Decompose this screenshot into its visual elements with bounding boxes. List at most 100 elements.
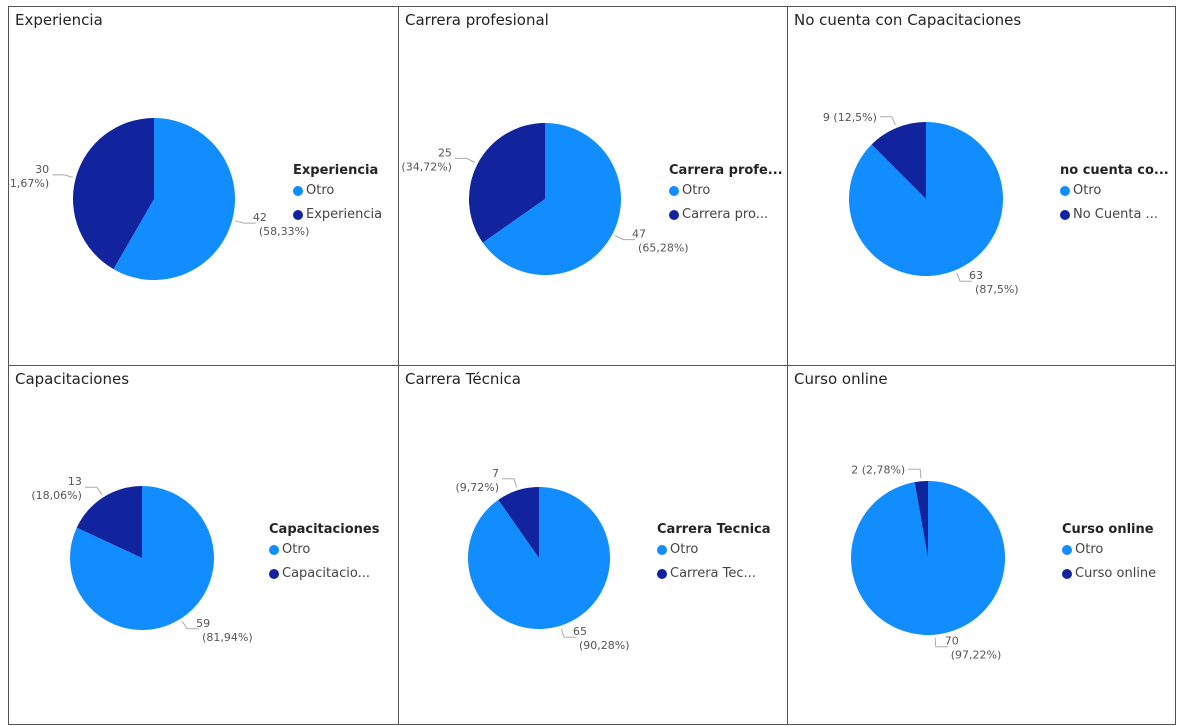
pie-slice bbox=[848, 122, 1003, 276]
legend: Carrera profe... Otro Carrera pro... bbox=[669, 163, 783, 231]
pie-chart-capacitaciones: 59(81,94%) 13(18,06%) bbox=[31, 475, 253, 644]
dashboard-grid: Experiencia 42(58,33%) 30(41,67%) Experie… bbox=[8, 6, 1176, 725]
legend-label: Experiencia bbox=[306, 207, 383, 222]
data-label-percent: (34,72%) bbox=[401, 160, 452, 173]
legend-dot bbox=[269, 544, 279, 555]
legend-item-otro[interactable]: Otro bbox=[1062, 542, 1156, 557]
legend-label: Otro bbox=[306, 183, 335, 198]
legend-dot bbox=[269, 568, 279, 579]
panel-experiencia[interactable]: Experiencia 42(58,33%) 30(41,67%) Experie… bbox=[8, 6, 399, 366]
data-label-count: 25 bbox=[438, 146, 452, 159]
pie-slice bbox=[482, 123, 621, 275]
legend-item-otro[interactable]: Otro bbox=[657, 542, 771, 557]
legend-title: Carrera Tecnica bbox=[657, 522, 771, 537]
legend-dot bbox=[1060, 185, 1070, 196]
panel-carrera-tecnica[interactable]: Carrera Técnica 65 (90,28%) 7 (9,72%) Carre… bbox=[398, 365, 788, 725]
data-label-percent: (18,06%) bbox=[31, 489, 82, 502]
pie-slice bbox=[72, 117, 154, 270]
legend-item-capacitaciones[interactable]: Capacitacio... bbox=[269, 566, 379, 581]
leader-line bbox=[879, 116, 896, 126]
data-label-count: 65 bbox=[573, 625, 587, 638]
legend-item-curso-online[interactable]: Curso online bbox=[1062, 566, 1156, 581]
legend-label: Otro bbox=[1075, 542, 1104, 557]
data-label: 9 (12,5%) bbox=[823, 111, 877, 124]
legend-dot bbox=[293, 209, 303, 220]
pie-slice bbox=[113, 118, 235, 280]
data-label-percent: (9,72%) bbox=[456, 481, 500, 494]
data-label-count: 7 bbox=[492, 467, 499, 480]
leader-line bbox=[908, 468, 922, 479]
legend-label: Capacitacio... bbox=[282, 566, 370, 581]
data-label-percent: (87,5%) bbox=[975, 283, 1019, 296]
legend-item-otro[interactable]: Otro bbox=[1060, 183, 1169, 198]
leader-line bbox=[502, 478, 518, 488]
legend-dot bbox=[669, 185, 679, 196]
data-label-count: 70 bbox=[945, 635, 959, 648]
leader-line bbox=[614, 235, 636, 241]
pie-chart-experiencia: 42(58,33%) 30(41,67%) bbox=[9, 117, 310, 280]
data-label-percent: (65,28%) bbox=[638, 242, 689, 255]
legend-label: Carrera pro... bbox=[682, 207, 769, 222]
chart-title: No cuenta con Capacitaciones bbox=[794, 11, 1022, 29]
data-label-percent: (81,94%) bbox=[202, 631, 253, 644]
data-label-count: 59 bbox=[196, 617, 210, 630]
pie-slice bbox=[498, 487, 539, 558]
legend-dot bbox=[657, 544, 667, 555]
pie-slice bbox=[468, 122, 545, 243]
legend-item-otro[interactable]: Otro bbox=[293, 183, 382, 198]
panel-curso-online[interactable]: Curso online 70 (97,22%) 2 (2,78%) Curso o… bbox=[787, 365, 1176, 725]
legend: Experiencia Otro Experiencia bbox=[293, 163, 382, 231]
legend-label: Otro bbox=[682, 183, 711, 198]
legend-dot bbox=[657, 568, 667, 579]
panel-capacitaciones[interactable]: Capacitaciones 59 (81,94%) 13 (18,06%) Capa… bbox=[8, 365, 399, 725]
pie-slice bbox=[468, 487, 611, 629]
data-label-count: 63 bbox=[969, 269, 983, 282]
legend-title: Experiencia bbox=[293, 163, 379, 178]
pie-slice bbox=[871, 122, 926, 199]
data-label-count: 47 bbox=[632, 228, 646, 241]
pie-slice bbox=[851, 481, 1006, 635]
data-label-count: 13 bbox=[68, 475, 82, 488]
legend-label: Otro bbox=[282, 542, 311, 557]
legend-label: Curso online bbox=[1075, 566, 1157, 581]
chart-title: Carrera profesional bbox=[405, 11, 549, 29]
chart-title: Curso online bbox=[794, 370, 888, 388]
pie-chart-carrera-profesional: 47(65,28%) 25(34,72%) bbox=[401, 122, 689, 275]
panel-no-cuenta-capacitaciones[interactable]: No cuenta con Capacitaciones 63 (87,5%) 9 … bbox=[787, 6, 1176, 366]
data-label-percent: (58,33%) bbox=[259, 225, 310, 238]
leader-line bbox=[234, 220, 256, 224]
legend-title: Curso online bbox=[1062, 522, 1154, 537]
legend: Carrera Tecnica Otro Carrera Tec... bbox=[657, 522, 771, 590]
pie-chart-carrera-tecnica: 65(90,28%) 7(9,72%) bbox=[456, 467, 630, 652]
pie-chart-no-cuenta-capacitaciones: 63(87,5%) 9 (12,5%) bbox=[823, 111, 1019, 296]
legend-label: Otro bbox=[1073, 183, 1102, 198]
panel-carrera-profesional[interactable]: Carrera profesional 47 (65,28%) 25 (34,72%)… bbox=[398, 6, 788, 366]
legend-title: no cuenta co... bbox=[1060, 163, 1169, 178]
legend-dot bbox=[1060, 209, 1070, 220]
legend-item-experiencia[interactable]: Experiencia bbox=[293, 207, 382, 222]
legend-label: Otro bbox=[670, 542, 699, 557]
chart-title: Experiencia bbox=[15, 11, 103, 29]
data-label-percent: (97,22%) bbox=[951, 649, 1002, 662]
legend-item-otro[interactable]: Otro bbox=[269, 542, 379, 557]
data-label-count: 42 bbox=[253, 211, 267, 224]
pie-slice bbox=[76, 486, 142, 558]
data-label-count: 30 bbox=[35, 163, 49, 176]
data-label-percent: (90,28%) bbox=[579, 639, 630, 652]
legend-dot bbox=[1062, 568, 1072, 579]
leader-line bbox=[181, 621, 200, 630]
legend-item-carrera-tecnica[interactable]: Carrera Tec... bbox=[657, 566, 771, 581]
legend-dot bbox=[669, 209, 679, 220]
legend-title: Carrera profe... bbox=[669, 163, 783, 178]
chart-title: Carrera Técnica bbox=[405, 370, 521, 388]
legend-item-otro[interactable]: Otro bbox=[669, 183, 783, 198]
legend-item-no-cuenta[interactable]: No Cuenta ... bbox=[1060, 207, 1169, 222]
leader-line bbox=[956, 272, 973, 282]
pie-slice bbox=[70, 486, 215, 630]
data-label: 2 (2,78%) bbox=[851, 463, 905, 476]
legend-dot bbox=[293, 185, 303, 196]
legend-label: No Cuenta ... bbox=[1073, 207, 1158, 222]
legend-item-carrera-profesional[interactable]: Carrera pro... bbox=[669, 207, 783, 222]
legend-title: Capacitaciones bbox=[269, 522, 380, 537]
leader-line bbox=[560, 628, 576, 638]
